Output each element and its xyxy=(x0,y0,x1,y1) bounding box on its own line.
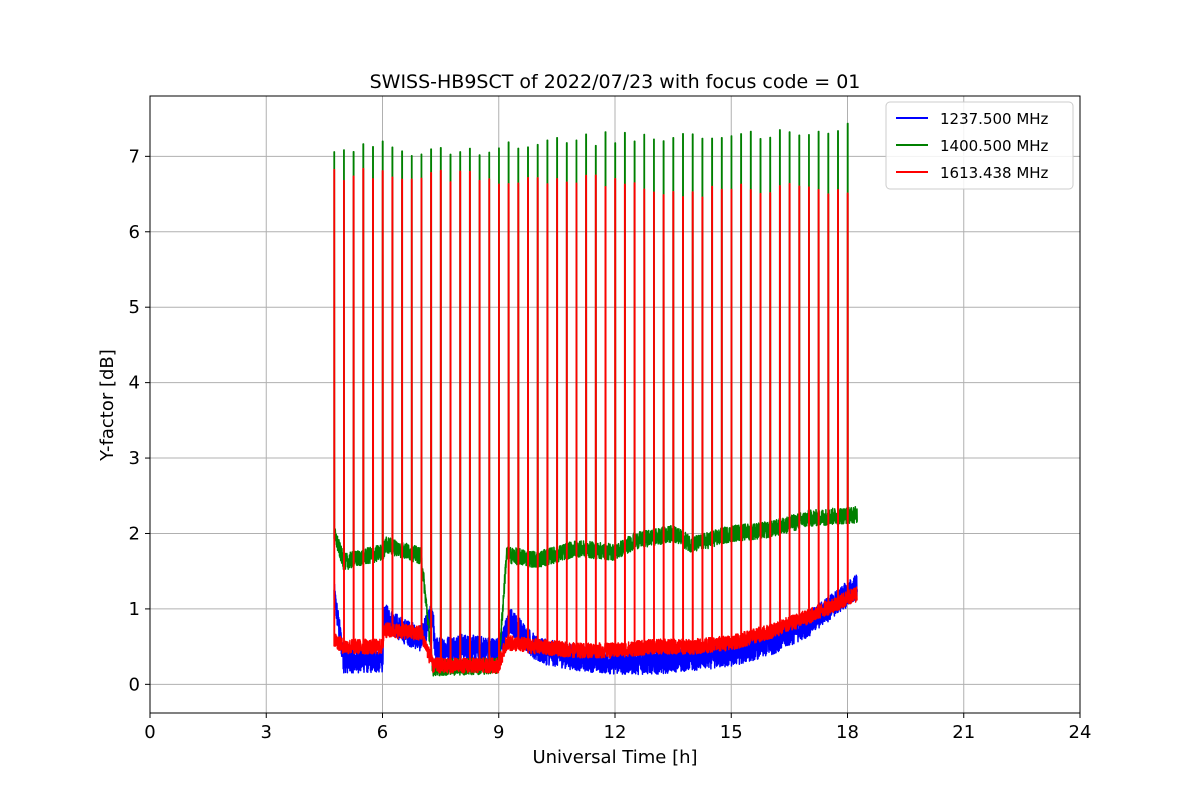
legend-label-1613: 1613.438 MHz xyxy=(940,164,1049,182)
x-tick-label: 12 xyxy=(604,722,627,743)
y-axis-label: Y-factor [dB] xyxy=(97,349,118,462)
y-tick-label: 6 xyxy=(129,222,140,243)
y-tick-label: 2 xyxy=(129,523,140,544)
y-tick-label: 5 xyxy=(129,297,140,318)
x-axis-label: Universal Time [h] xyxy=(532,747,697,768)
x-tick-label: 6 xyxy=(377,722,388,743)
x-tick-label: 18 xyxy=(836,722,859,743)
x-tick-label: 3 xyxy=(261,722,272,743)
x-tick-label: 9 xyxy=(493,722,504,743)
x-tick-label: 0 xyxy=(144,722,155,743)
series-line-1613 xyxy=(333,167,858,674)
x-tick-label: 21 xyxy=(952,722,975,743)
y-tick-label: 3 xyxy=(129,448,140,469)
legend-box xyxy=(885,101,1074,190)
legend-label-1237: 1237.500 MHz xyxy=(940,110,1049,128)
y-tick-label: 1 xyxy=(129,599,140,620)
y-tick-label: 0 xyxy=(129,674,140,695)
chart-title: SWISS-HB9SCT of 2022/07/23 with focus co… xyxy=(370,71,861,93)
y-tick-label: 4 xyxy=(129,373,140,394)
x-tick-label: 15 xyxy=(720,722,743,743)
legend-label-1400: 1400.500 MHz xyxy=(940,137,1049,155)
x-tick-label: 24 xyxy=(1069,722,1092,743)
series-layer xyxy=(333,122,858,677)
y-tick-label: 7 xyxy=(129,146,140,167)
legend: 1237.500 MHz 1400.500 MHz 1613.438 MHz xyxy=(885,101,1074,190)
